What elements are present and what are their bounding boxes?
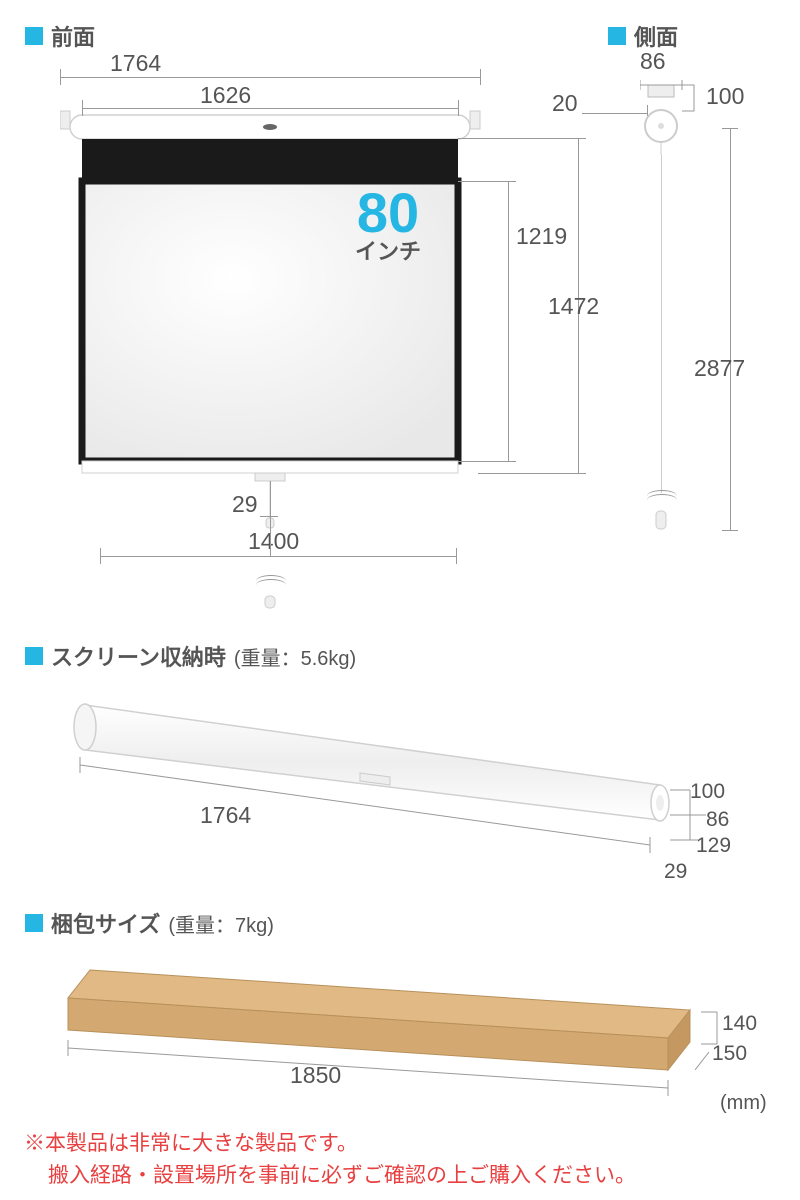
warning-line-2: 搬入経路・設置場所を事前に必ずご確認の上ご購入ください。 <box>24 1160 636 1192</box>
front-view-diagram <box>60 100 490 530</box>
stored-subtitle: (重量：5.6kg) <box>234 642 356 671</box>
front-title: 前面 <box>51 20 95 52</box>
package-section-header: 梱包サイズ (重量：7kg) <box>25 907 274 939</box>
screen-size-unit: インチ <box>355 241 421 263</box>
package-title: 梱包サイズ <box>51 907 160 939</box>
bullet-icon <box>608 27 626 45</box>
side-view-diagram <box>640 80 700 155</box>
dim-front-bottom-gap: 29 <box>232 491 258 518</box>
dim-pkg-len: 1850 <box>290 1062 341 1089</box>
package-diagram <box>50 960 730 1100</box>
dim-front-inner-w: 1626 <box>200 82 251 109</box>
warning-note: ※本製品は非常に大きな製品です。 搬入経路・設置場所を事前に必ずご確認の上ご購入… <box>24 1128 636 1191</box>
bullet-icon <box>25 647 43 665</box>
dim-front-h2: 1472 <box>548 293 599 320</box>
dim-pkg-d: 150 <box>712 1042 747 1066</box>
bullet-icon <box>25 914 43 932</box>
dim-front-h1: 1219 <box>516 223 567 250</box>
screen-size-badge: 80 インチ <box>355 185 421 263</box>
dim-front-h3: 2877 <box>694 355 745 382</box>
warning-line-1: ※本製品は非常に大きな製品です。 <box>24 1128 636 1160</box>
screen-size-value: 80 <box>355 185 421 241</box>
stored-diagram <box>40 690 740 860</box>
dim-side-gap: 20 <box>552 90 578 117</box>
dim-side-w: 86 <box>640 48 666 75</box>
stored-section-header: スクリーン収納時 (重量：5.6kg) <box>25 640 356 672</box>
dim-pkg-h: 140 <box>722 1012 757 1036</box>
dim-front-outer-w: 1764 <box>110 50 161 77</box>
stored-title: スクリーン収納時 <box>51 640 226 672</box>
unit-label: (mm) <box>720 1092 767 1115</box>
front-section-header: 前面 <box>25 20 95 52</box>
dim-stored-len: 1764 <box>200 802 251 829</box>
bullet-icon <box>25 27 43 45</box>
dim-front-bottom-w: 1400 <box>248 528 299 555</box>
package-subtitle: (重量：7kg) <box>168 909 274 938</box>
dim-side-h: 100 <box>706 83 744 110</box>
